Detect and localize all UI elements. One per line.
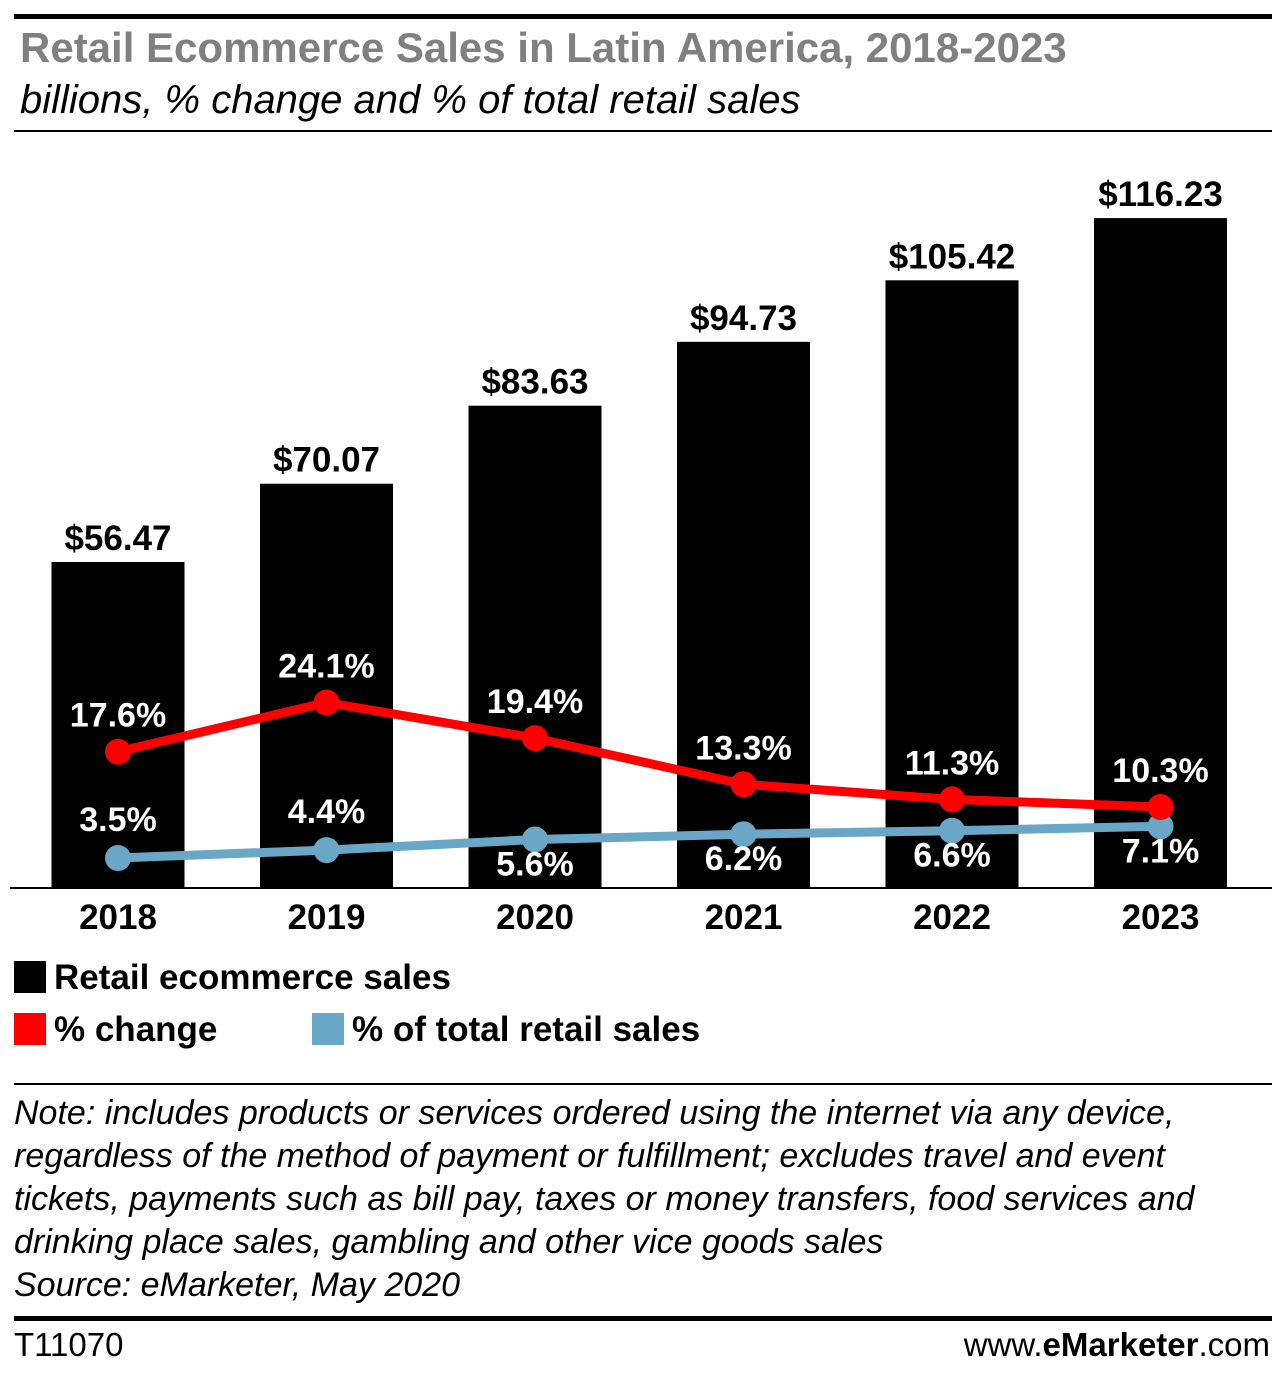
share-label-2022: 6.6% [913, 837, 991, 875]
bar-2019 [260, 483, 393, 887]
legend-label-sales: Retail ecommerce sales [54, 958, 451, 997]
share-point-2020 [522, 826, 548, 853]
share-label-2019: 4.4% [288, 793, 366, 831]
legend-label-share: % of total retail sales [352, 1010, 701, 1049]
legend-item-change: % change [14, 1010, 217, 1050]
bar-label-2023: $116.23 [1098, 175, 1223, 214]
change-label-2022: 11.3% [905, 744, 1000, 782]
share-point-2019 [313, 837, 340, 864]
bar-label-2018: $56.47 [64, 519, 171, 558]
share-label-2023: 7.1% [1122, 832, 1200, 870]
footer-bottom-rule [14, 1316, 1272, 1321]
x-tick-2021: 2021 [705, 898, 783, 937]
bar-2023 [1094, 218, 1227, 888]
x-tick-2018: 2018 [79, 898, 157, 937]
bar-2022 [885, 280, 1019, 887]
share-label-2020: 5.6% [496, 846, 574, 884]
share-label-2021: 6.2% [705, 840, 783, 878]
bar-2020 [468, 405, 602, 887]
change-point-2020 [522, 725, 548, 752]
footer-top-rule [14, 1083, 1272, 1085]
change-label-2020: 19.4% [487, 683, 583, 721]
change-label-2023: 10.3% [1112, 752, 1208, 790]
x-tick-2022: 2022 [913, 898, 991, 937]
share-point-2022 [939, 817, 965, 844]
change-point-2019 [313, 689, 340, 716]
bar-label-2019: $70.07 [273, 441, 380, 480]
top-rule [14, 14, 1272, 19]
legend-item-share: % of total retail sales [312, 1010, 700, 1050]
change-point-2023 [1147, 794, 1174, 821]
change-label-2018: 17.6% [70, 697, 166, 735]
brand-prefix: www. [963, 1326, 1043, 1363]
legend-swatch-sales [14, 961, 46, 993]
change-line [113, 698, 1165, 812]
share-label-2018: 3.5% [79, 801, 157, 839]
chart-subtitle: billions, % change and % of total retail… [20, 78, 801, 122]
footnote: Note: includes products or services orde… [14, 1094, 1195, 1261]
x-tick-2020: 2020 [496, 898, 574, 937]
bar-label-2022: $105.42 [889, 237, 1016, 276]
legend-swatch-change [14, 1013, 46, 1045]
share-point-2023 [1147, 813, 1174, 840]
brand-suffix: .com [1198, 1326, 1270, 1363]
chart: $56.47 $70.07 $83.63 $94.73 $105.42 $116.23 20… [10, 175, 1272, 937]
legend-swatch-share [312, 1013, 344, 1045]
bar-label-2021: $94.73 [690, 299, 797, 338]
chart-id: T11070 [14, 1326, 124, 1363]
legend-label-change: % change [54, 1010, 218, 1049]
x-tick-2023: 2023 [1122, 898, 1200, 937]
brand-name: eMarketer [1042, 1326, 1199, 1363]
change-point-2021 [730, 771, 757, 798]
chart-title: Retail Ecommerce Sales in Latin America,… [20, 24, 1067, 71]
change-label-2019: 24.1% [278, 648, 374, 686]
bar-2021 [677, 341, 810, 887]
bar-label-2020: $83.63 [481, 363, 588, 402]
change-label-2021: 13.3% [695, 729, 791, 767]
share-point-2018 [105, 845, 131, 871]
change-point-2018 [105, 738, 131, 765]
share-point-2021 [730, 821, 757, 848]
legend-item-sales: Retail ecommerce sales [14, 958, 451, 998]
x-tick-2019: 2019 [288, 898, 366, 937]
change-point-2022 [939, 786, 965, 813]
brand-logo: www.eMarketer.com [964, 1326, 1270, 1364]
bar-2018 [51, 562, 185, 887]
header-rule [14, 130, 1272, 132]
source-line: Source: eMarketer, May 2020 [14, 1266, 461, 1304]
share-line [113, 821, 1165, 863]
